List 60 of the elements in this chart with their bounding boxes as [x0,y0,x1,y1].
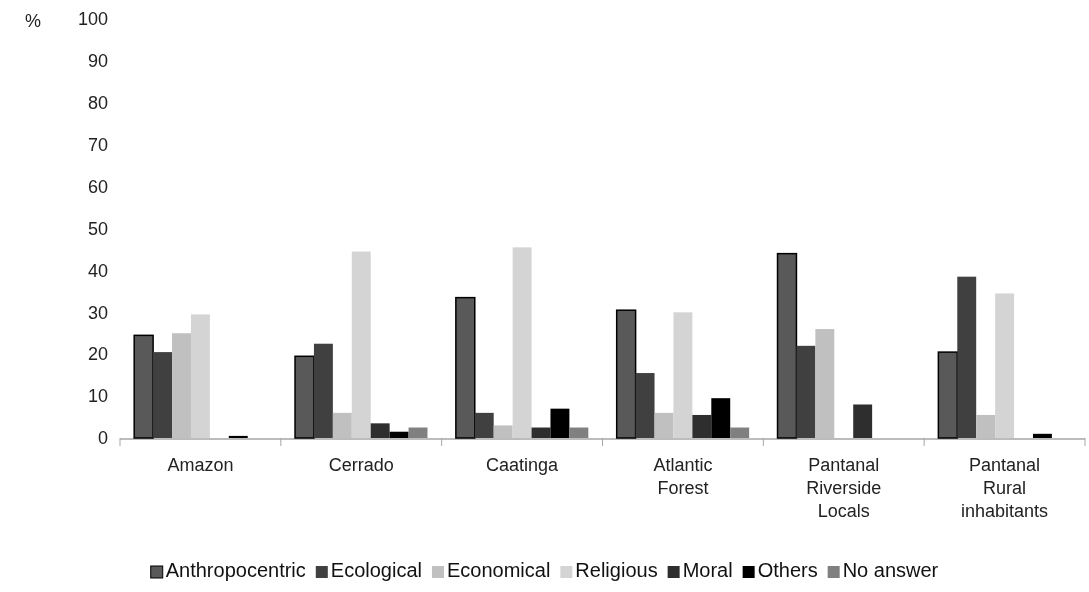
bar [228,435,248,438]
bar [654,412,674,438]
bar [796,345,816,438]
bar [294,355,315,439]
legend-label: Moral [682,559,733,581]
x-tick-label: Atlantic Forest [653,455,713,498]
x-tick-label: Caatinga [486,455,560,475]
y-tick-label: 40 [87,260,108,281]
bar [730,427,750,438]
bar [389,431,409,438]
legend-label: Anthropocentric [165,559,306,581]
bar [957,276,977,438]
bar [531,427,551,438]
y-tick-label: 20 [87,344,108,365]
x-tick-label: Amazon [167,455,234,475]
bar [995,293,1015,438]
bar [776,252,798,439]
bar [512,247,532,438]
legend-label: Religious [575,559,658,581]
bar [455,296,476,439]
y-tick-label: 30 [87,302,108,323]
y-tick-label: 50 [87,218,108,239]
bar [569,427,589,438]
y-tick-label: 10 [87,386,108,407]
bar [172,333,191,438]
bar [853,404,873,438]
bar [133,334,154,439]
y-axis-title: % [25,11,42,31]
bar [692,414,712,438]
bar [370,423,390,438]
y-tick-label: 60 [87,176,108,197]
x-tick-label: Pantanal Rural inhabitants [961,455,1049,521]
legend-label: No answer [842,559,939,581]
bar [635,373,655,438]
bar [550,408,570,438]
bar [408,427,428,438]
bar [332,412,352,438]
bar [313,343,333,438]
bar [937,351,959,439]
legend-label: Ecological [330,559,422,581]
bar [153,352,173,438]
bar [815,329,835,438]
bar [1032,433,1052,438]
bar [615,309,637,439]
y-tick-label: 90 [87,51,108,72]
bar [673,312,693,438]
x-tick-label: Pantanal Riverside Locals [806,455,882,521]
bar [493,425,513,438]
y-tick-label: 70 [87,134,108,155]
bar [976,414,996,438]
x-tick-label: Cerrado [328,455,394,475]
y-tick-label: 80 [87,93,108,114]
bar [474,412,494,438]
legend-label: Others [757,559,818,581]
y-tick-label: 100 [77,9,108,30]
legend-label: Economical [446,559,551,581]
bar [351,251,371,438]
y-tick-label: 0 [97,428,108,449]
bar [711,398,731,438]
bar [190,314,210,438]
